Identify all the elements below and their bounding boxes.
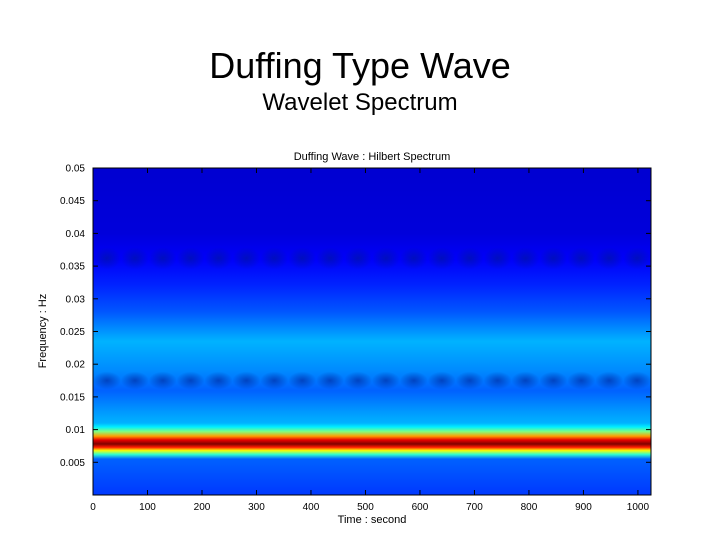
modulation-blob: [260, 371, 289, 390]
x-tick-label: 800: [521, 502, 538, 513]
modulation-blob: [511, 247, 540, 270]
modulation-blob: [595, 371, 624, 390]
chart-title: Duffing Wave : Hilbert Spectrum: [293, 151, 451, 163]
modulation-blob: [148, 371, 177, 390]
modulation-blob: [344, 371, 372, 390]
y-tick-label: 0.035: [60, 262, 85, 273]
modulation-blob: [623, 371, 651, 390]
modulation-blob: [93, 371, 121, 390]
x-tick-label: 100: [139, 502, 156, 513]
y-tick-label: 0.025: [60, 327, 85, 338]
modulation-blob: [567, 371, 596, 390]
modulation-blob: [316, 247, 345, 270]
modulation-blob: [595, 247, 624, 270]
x-tick-label: 300: [248, 502, 265, 513]
modulation-blob: [316, 371, 345, 390]
x-tick-label: 200: [194, 502, 211, 513]
modulation-blob: [204, 247, 233, 270]
y-tick-label: 0.02: [66, 360, 86, 371]
x-tick-label: 600: [412, 502, 429, 513]
modulation-blob: [399, 247, 428, 270]
modulation-blob: [399, 371, 428, 390]
modulation-blob: [232, 247, 261, 270]
y-axis-label: Frequency : Hz: [37, 294, 49, 369]
modulation-blob: [371, 371, 400, 390]
modulation-blob: [232, 371, 261, 390]
y-tick-label: 0.04: [66, 229, 86, 240]
modulation-blob: [567, 247, 596, 270]
modulation-blob: [120, 247, 149, 270]
modulation-blob: [539, 247, 568, 270]
slide-subtitle: Wavelet Spectrum: [262, 89, 458, 116]
modulation-blob: [288, 247, 317, 270]
modulation-blob: [288, 371, 317, 390]
modulation-blob: [483, 247, 512, 270]
x-tick-label: 1000: [627, 502, 650, 513]
y-tick-label: 0.05: [66, 164, 86, 175]
modulation-blob: [539, 371, 568, 390]
modulation-blobs: [93, 247, 651, 390]
spectrum-heatmap: [93, 168, 651, 495]
modulation-blob: [371, 247, 400, 270]
modulation-blob: [344, 247, 372, 270]
x-tick-label: 700: [466, 502, 483, 513]
x-tick-label: 500: [357, 502, 374, 513]
modulation-blob: [120, 371, 149, 390]
modulation-blob: [427, 247, 456, 270]
modulation-blob: [623, 247, 651, 270]
y-axis: 0.005 0.01 0.015 0.02 0.025 0.03 0.035 0.04 0.04…: [60, 164, 651, 469]
modulation-blob: [176, 371, 205, 390]
modulation-blob: [148, 247, 177, 270]
x-tick-label: 400: [303, 502, 320, 513]
modulation-blob: [204, 371, 233, 390]
x-tick-label: 0: [90, 502, 96, 513]
y-tick-label: 0.015: [60, 392, 85, 403]
slide-title: Duffing Type Wave: [209, 45, 511, 86]
y-tick-label: 0.03: [66, 294, 86, 305]
modulation-blob: [260, 247, 289, 270]
y-tick-label: 0.01: [66, 425, 86, 436]
x-axis-label: Time : second: [338, 514, 407, 526]
x-axis: 0 100 200 300 400 500 600 700 800 900 1000: [90, 168, 649, 513]
modulation-blob: [455, 371, 484, 390]
y-tick-label: 0.005: [60, 458, 85, 469]
modulation-blob: [511, 371, 540, 390]
modulation-blob: [483, 371, 512, 390]
modulation-blob: [427, 371, 456, 390]
x-tick-label: 900: [575, 502, 592, 513]
y-tick-label: 0.045: [60, 196, 85, 207]
modulation-blob: [455, 247, 484, 270]
modulation-blob: [176, 247, 205, 270]
modulation-blob: [93, 247, 121, 270]
